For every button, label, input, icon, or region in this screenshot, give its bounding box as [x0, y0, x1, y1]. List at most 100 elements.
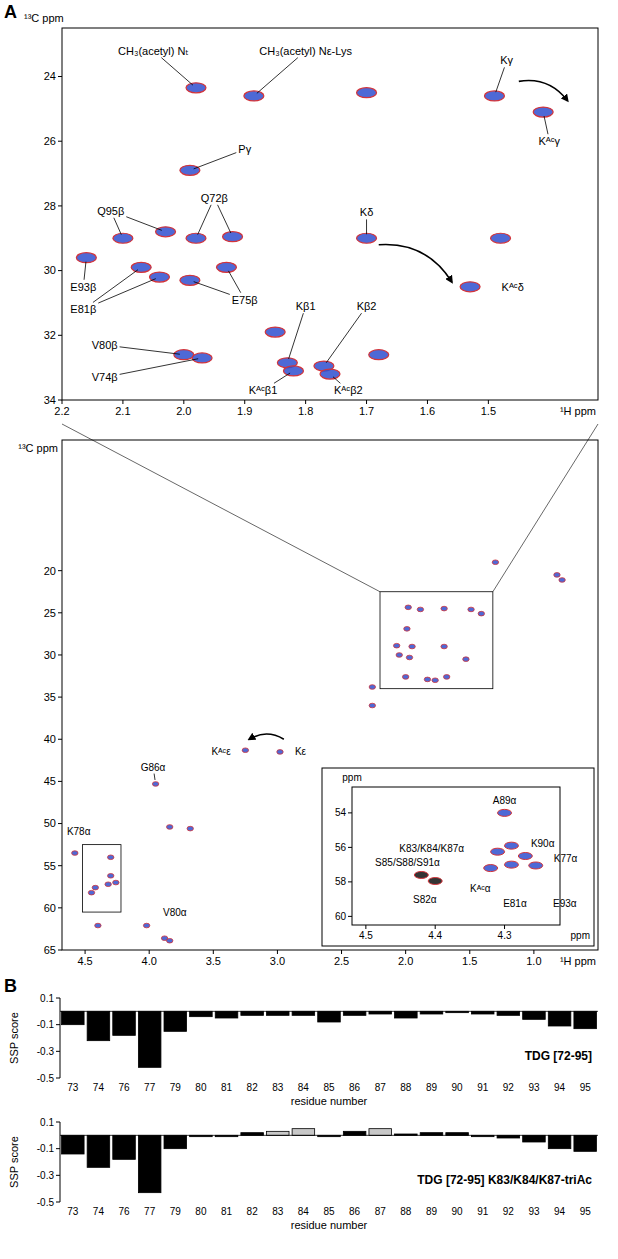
y-tick-label: 20 [44, 565, 56, 577]
x-tick-label: 2.2 [54, 405, 69, 417]
x-tick-label: 76 [118, 1082, 130, 1093]
plot-frame [62, 440, 598, 950]
peak [167, 938, 173, 943]
peak-label: Kβ1 [296, 300, 316, 312]
bar [138, 1011, 161, 1067]
peak [518, 853, 532, 860]
peak [460, 282, 480, 292]
x-tick [85, 950, 86, 954]
x-tick-label: 84 [298, 1206, 310, 1217]
peak [491, 848, 505, 855]
bar [523, 1135, 546, 1142]
peak [504, 861, 518, 868]
inset-box [322, 768, 594, 946]
x-tick-label: 83 [272, 1206, 284, 1217]
x-tick-label: 81 [221, 1206, 233, 1217]
peak-label: CH₃(acetyl) Nₜ [118, 45, 189, 57]
spectrum-panel: 4.54.44.354565860ppmppmA89αK90αK77αK83/K… [322, 768, 594, 946]
y-tick [58, 781, 62, 782]
bar-panel: 0.1-0.1-0.3-0.57374767779808182838485868… [8, 993, 598, 1108]
y-tick-label: 45 [44, 775, 56, 787]
x-tick-label: 85 [323, 1082, 335, 1093]
leader-line [161, 58, 193, 86]
x-tick-label: 89 [426, 1206, 438, 1217]
y-tick-label: -0.1 [37, 1143, 55, 1154]
bar [266, 1011, 289, 1015]
peak [491, 233, 511, 243]
x-tick [213, 950, 214, 954]
peak [174, 350, 194, 360]
y-tick-label: 60 [44, 902, 56, 914]
bar [369, 1011, 392, 1014]
x-tick [305, 400, 306, 404]
peak [443, 675, 449, 680]
x-tick-label: 84 [298, 1082, 310, 1093]
x-tick-label: 74 [93, 1082, 105, 1093]
y-tick [56, 1202, 60, 1203]
peak-label: Q72β [201, 192, 228, 204]
y-tick [56, 1024, 60, 1025]
peak [441, 644, 447, 649]
baseline [60, 1135, 598, 1136]
peak-label: Kε [295, 746, 307, 757]
peak [492, 560, 498, 565]
leader-line [366, 219, 367, 234]
y-tick-label: -0.1 [37, 1019, 55, 1030]
peak-label: Kᴬᶜα [470, 883, 491, 894]
y-tick [58, 270, 62, 271]
peak-label: E93α [553, 898, 577, 909]
peak [424, 677, 430, 682]
y-tick [58, 141, 62, 142]
x-tick-label: 90 [452, 1082, 464, 1093]
peak [187, 826, 193, 831]
peak [428, 878, 442, 885]
x-tick-label: 81 [221, 1082, 233, 1093]
x-tick [405, 950, 406, 954]
chart-title: TDG [72-95] [525, 1049, 592, 1063]
peak [244, 91, 264, 101]
bar [164, 1135, 187, 1148]
peak [216, 262, 236, 272]
peak-label: A89α [493, 795, 517, 806]
bar [292, 1011, 315, 1015]
peak-label: Kᴬᶜβ1 [249, 384, 278, 396]
peak [180, 165, 200, 175]
shift-arrow [249, 734, 284, 739]
peak [357, 88, 377, 98]
bar [420, 1011, 443, 1014]
peak-label: Kᴬᶜβ2 [334, 384, 363, 396]
x-tick [365, 925, 366, 929]
bar [87, 1011, 110, 1040]
x-axis-title: ¹H ppm [560, 955, 596, 967]
x-tick-label: 85 [323, 1206, 335, 1217]
x-tick-label: 88 [400, 1082, 412, 1093]
peak [105, 882, 111, 887]
x-tick [244, 400, 245, 404]
leader-line [120, 359, 199, 375]
y-tick [348, 881, 352, 882]
y-tick-label: 56 [335, 842, 347, 853]
peak-label: S85/S88/S91α [375, 857, 440, 868]
peak [277, 750, 283, 755]
peak [192, 353, 212, 363]
x-tick-label: 4.5 [359, 930, 373, 941]
annotations: CH₃(acetyl) NₜCH₃(acetyl) Nε-LysKγKᴬᶜγPγ… [70, 45, 567, 397]
peak-label: E81α [503, 898, 527, 909]
y-tick-label: -0.3 [37, 1170, 55, 1181]
y-tick [58, 865, 62, 866]
bar [62, 1011, 85, 1024]
peak [484, 91, 504, 101]
bar [369, 1129, 392, 1136]
x-tick-label: 4.3 [498, 930, 512, 941]
x-tick [533, 950, 534, 954]
peak [149, 272, 169, 282]
y-tick [58, 823, 62, 824]
x-tick-label: 1.5 [481, 405, 496, 417]
x-tick-label: 73 [67, 1206, 79, 1217]
bar [548, 1135, 571, 1148]
peak [432, 678, 438, 683]
peak [357, 233, 377, 243]
x-tick-label: 3.5 [206, 955, 221, 967]
bar [87, 1135, 110, 1167]
inset-region [83, 845, 121, 912]
